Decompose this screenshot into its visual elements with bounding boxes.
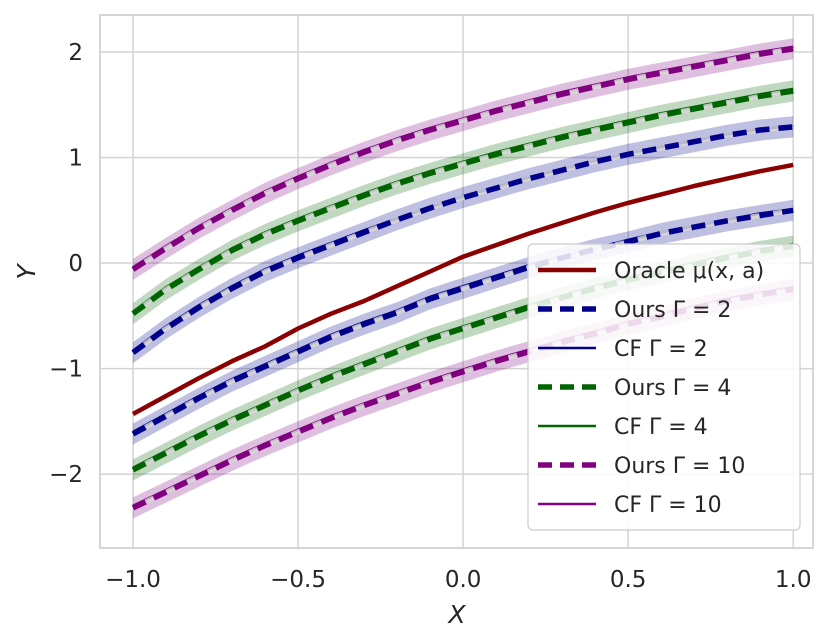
legend-label: CF Γ = 2 [614, 337, 708, 362]
x-tick-label: 0.5 [610, 567, 647, 593]
y-tick-label: −2 [49, 462, 83, 488]
legend-box [527, 243, 801, 531]
legend: Oracle μ(x, a) Ours Γ = 2 CF Γ = 2 Ours Γ =… [527, 243, 801, 531]
legend-label: CF Γ = 4 [614, 415, 708, 440]
line-ours-2-lower-highlight [131, 207, 794, 437]
y-axis-label: Y [12, 263, 41, 280]
line-ours-2-lower [131, 207, 794, 437]
y-tick-label: 1 [68, 145, 83, 171]
band-ours-2-upper [133, 116, 794, 364]
x-axis-label: X [446, 600, 466, 629]
line-ours-2-upper-highlight [131, 124, 794, 355]
tick-labels: −1.0 −0.5 0.0 0.5 1.0 −2 −1 0 1 2 [49, 40, 811, 593]
legend-label: CF Γ = 10 [614, 493, 722, 518]
x-tick-label: −0.5 [270, 567, 326, 593]
legend-label: Ours Γ = 10 [614, 454, 745, 479]
line-ours-4-upper-highlight [131, 88, 794, 316]
y-tick-label: 0 [68, 251, 83, 277]
line-ours-10-upper [131, 46, 794, 272]
plot-frame [99, 14, 814, 549]
y-tick-label: 2 [68, 40, 83, 66]
band-ours-2-lower [133, 199, 794, 445]
x-tick-label: 1.0 [775, 567, 812, 593]
legend-label: Oracle μ(x, a) [614, 259, 764, 284]
y-tick-label: −1 [49, 357, 83, 383]
legend-label: Ours Γ = 4 [614, 376, 731, 401]
line-oracle [131, 162, 794, 416]
x-tick-label: 0.0 [445, 567, 482, 593]
x-tick-label: −1.0 [105, 567, 161, 593]
legend-label: Ours Γ = 2 [614, 298, 731, 323]
